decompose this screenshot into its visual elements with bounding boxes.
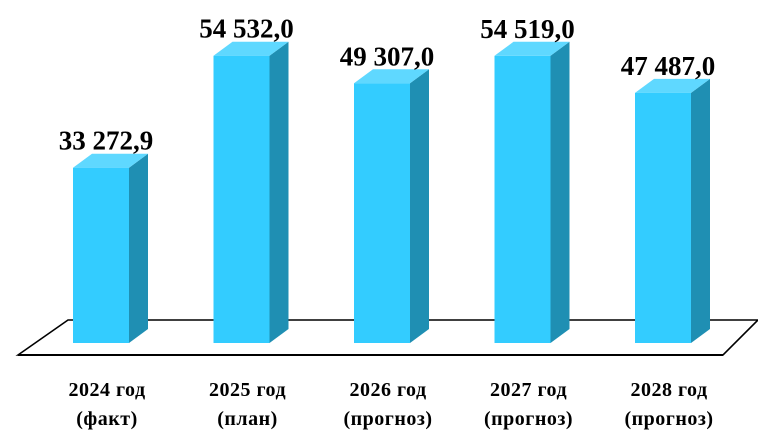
bar-side-face — [691, 78, 710, 343]
bar-front-face — [73, 167, 129, 343]
bar-top-face — [494, 41, 570, 56]
value-labels-group: 33 272,9 54 532,0 49 307,0 54 519,0 47 487,0 — [59, 14, 716, 156]
value-label-5: 47 487,0 — [621, 51, 716, 81]
category-label-1: 2024 год (факт) — [68, 379, 145, 430]
category-label-5: 2028 год (прогноз) — [624, 379, 713, 430]
value-label-2: 54 532,0 — [199, 14, 294, 44]
bar-side-face — [269, 41, 289, 343]
bar-2 — [213, 41, 289, 343]
category-labels-group: 2024 год (факт) 2025 год (план) 2026 год (про… — [68, 379, 713, 430]
value-label-4: 54 519,0 — [480, 14, 575, 44]
bar-5 — [635, 78, 710, 343]
bar-top-face — [213, 41, 289, 56]
bar-side-face — [129, 153, 148, 343]
bar-front-face — [494, 55, 551, 343]
bars-group — [73, 41, 710, 344]
category-label-2: 2025 год (план) — [209, 379, 286, 430]
bar-side-face — [550, 41, 570, 343]
value-label-1: 33 272,9 — [59, 126, 154, 156]
bar-4 — [494, 41, 570, 343]
bar-1 — [73, 153, 148, 343]
bar-3 — [354, 69, 429, 344]
bar-front-face — [354, 83, 410, 344]
bar-side-face — [410, 69, 429, 344]
bar-top-face — [354, 69, 429, 84]
category-label-4: 2027 год (прогноз) — [484, 379, 573, 430]
category-label-3: 2026 год (прогноз) — [343, 379, 432, 430]
bar-front-face — [635, 92, 691, 343]
bar-top-face — [73, 153, 148, 168]
bar-front-face — [213, 55, 270, 343]
bar-top-face — [635, 78, 710, 93]
value-label-3: 49 307,0 — [340, 41, 435, 71]
